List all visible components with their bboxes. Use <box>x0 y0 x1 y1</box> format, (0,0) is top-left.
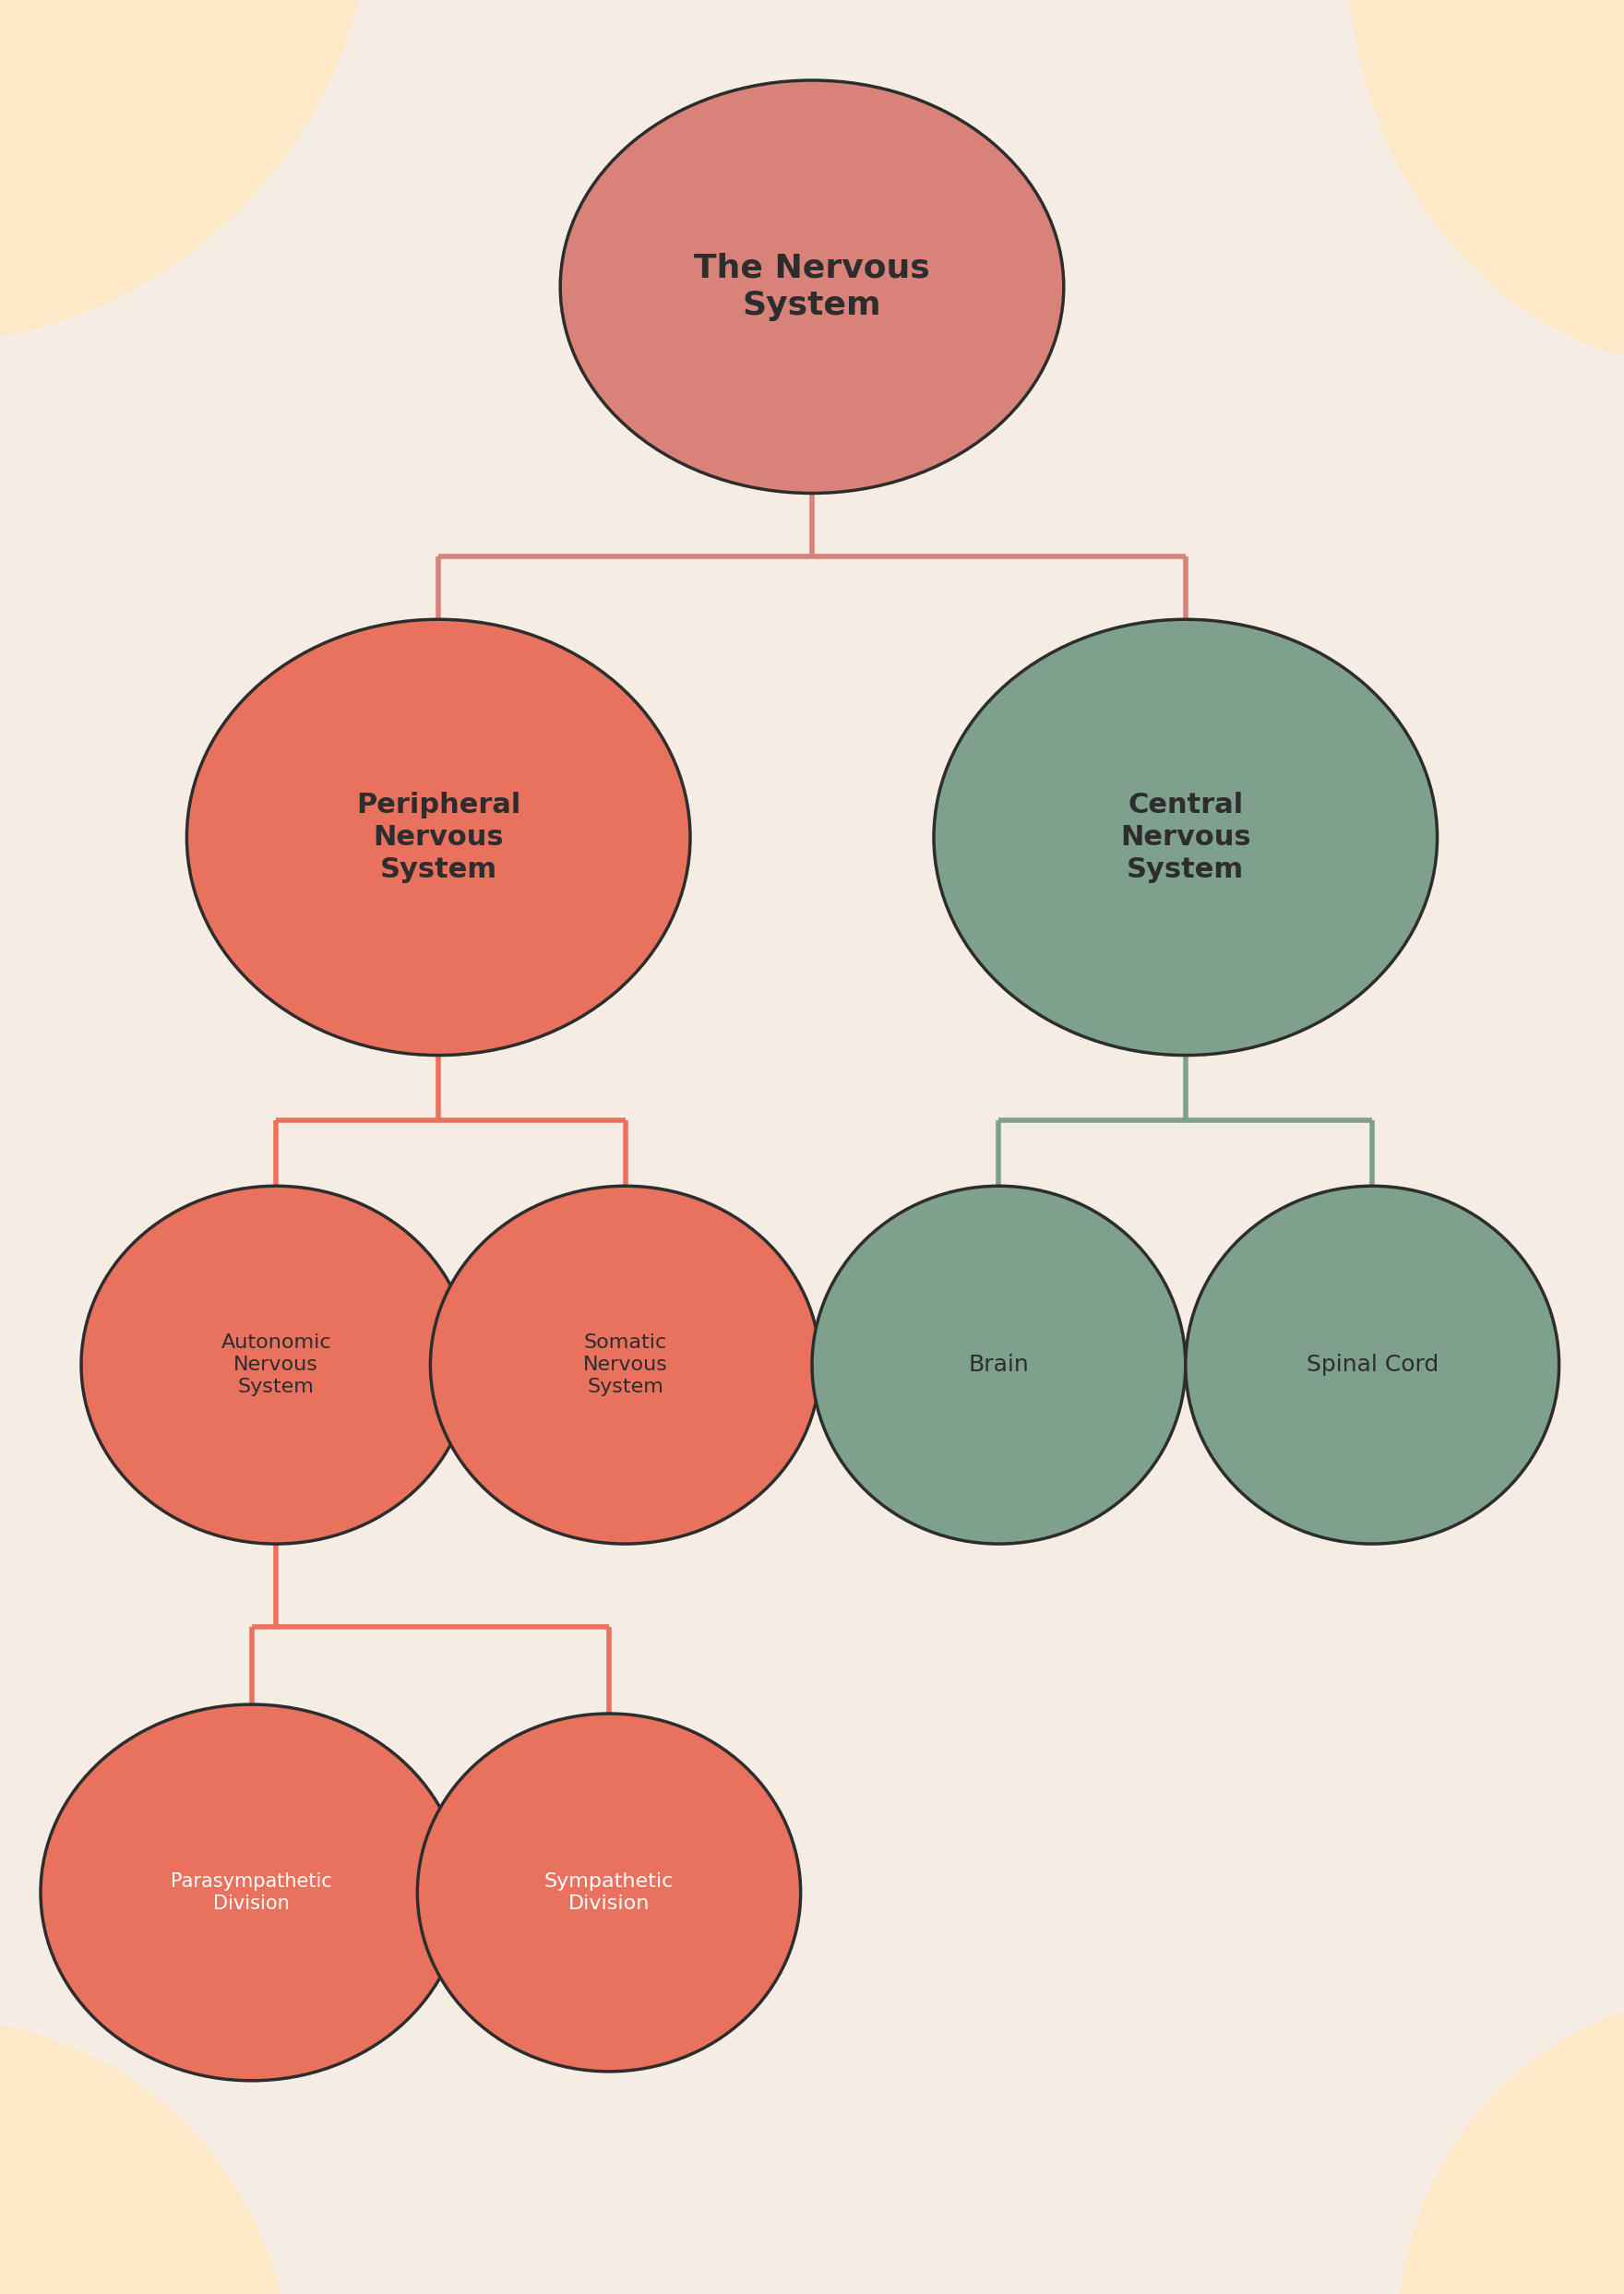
Ellipse shape <box>812 1186 1186 1544</box>
Text: Central
Nervous
System: Central Nervous System <box>1121 791 1250 883</box>
Ellipse shape <box>417 1714 801 2071</box>
Ellipse shape <box>81 1186 471 1544</box>
Ellipse shape <box>1186 1186 1559 1544</box>
Ellipse shape <box>0 2019 292 2294</box>
Text: Parasympathetic
Division: Parasympathetic Division <box>171 1872 333 1913</box>
Text: Autonomic
Nervous
System: Autonomic Nervous System <box>221 1333 331 1397</box>
Ellipse shape <box>560 80 1064 493</box>
Text: Brain: Brain <box>968 1353 1030 1376</box>
Ellipse shape <box>430 1186 820 1544</box>
Text: Peripheral
Nervous
System: Peripheral Nervous System <box>356 791 521 883</box>
Ellipse shape <box>1397 1996 1624 2294</box>
Text: The Nervous
System: The Nervous System <box>693 252 931 321</box>
Ellipse shape <box>0 0 374 344</box>
Text: Somatic
Nervous
System: Somatic Nervous System <box>583 1333 667 1397</box>
Text: Sympathetic
Division: Sympathetic Division <box>544 1872 674 1913</box>
Ellipse shape <box>41 1704 463 2081</box>
Ellipse shape <box>187 619 690 1055</box>
Text: Spinal Cord: Spinal Cord <box>1306 1353 1439 1376</box>
Ellipse shape <box>1348 0 1624 367</box>
Ellipse shape <box>934 619 1437 1055</box>
